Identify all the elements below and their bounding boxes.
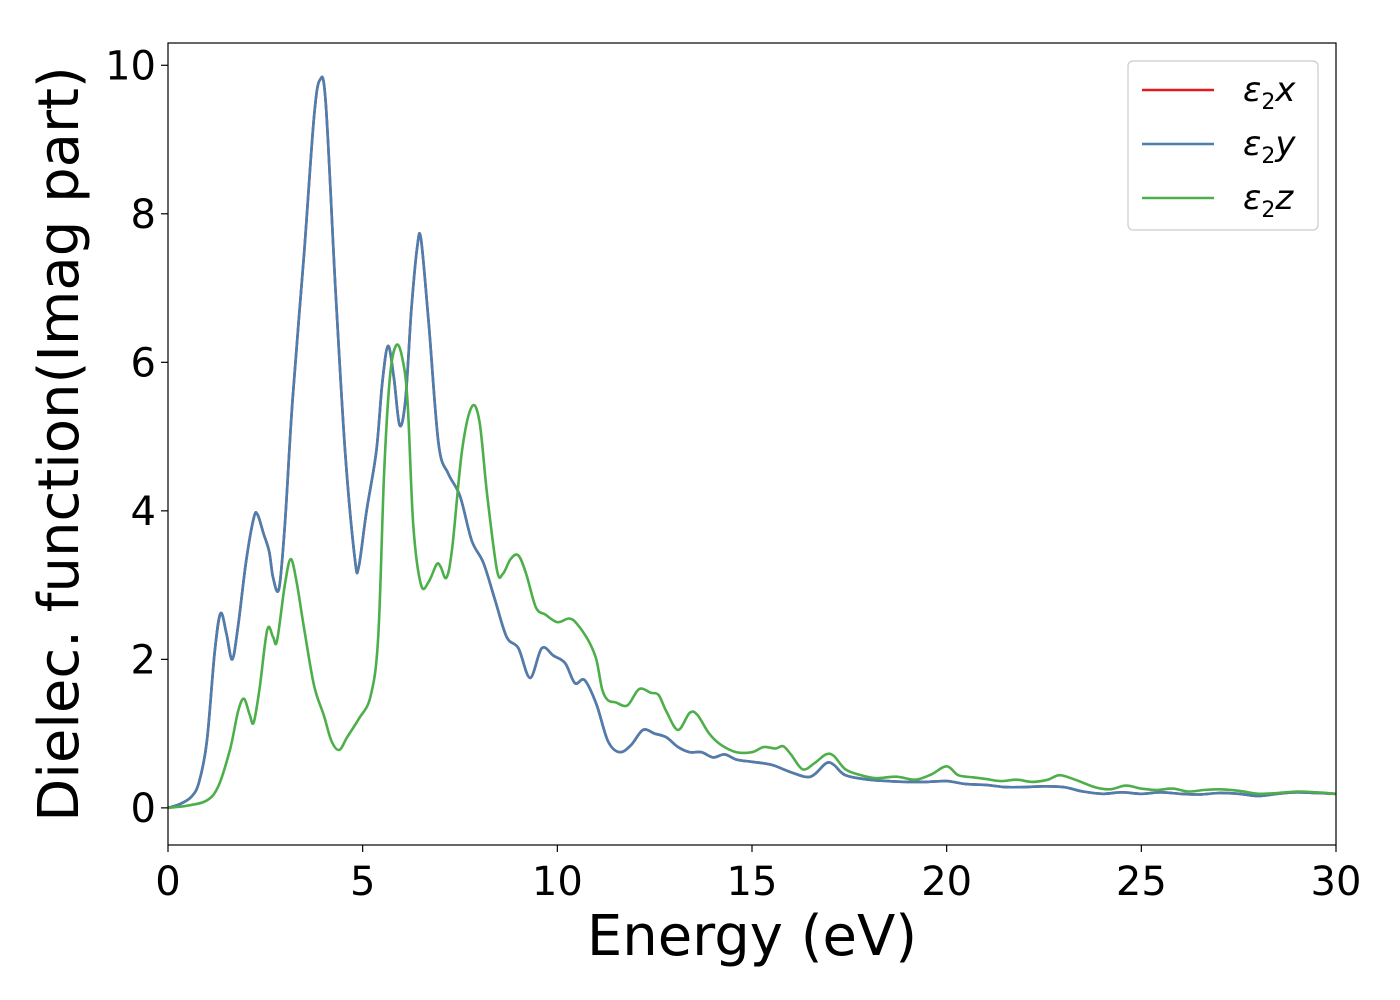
series-line-z [168, 343, 1336, 810]
y-axis: 0 2 4 6 8 10 [105, 43, 168, 832]
x-tick-label: 10 [532, 859, 583, 905]
x-axis-label: Energy (eV) [587, 904, 917, 969]
y-axis-label: Dielec. function(Imag part) [27, 66, 92, 822]
series-line-y [168, 75, 1336, 810]
y-tick-label: 4 [131, 489, 156, 535]
series-layer [168, 75, 1336, 810]
x-tick-label: 15 [727, 859, 778, 905]
legend-label-z: ε2z [1243, 178, 1294, 223]
legend-label-y: ε2y [1243, 124, 1296, 169]
y-tick-label: 6 [131, 340, 156, 386]
legend: ε2x ε2y ε2z [1127, 60, 1319, 231]
y-tick-label: 8 [131, 192, 156, 238]
x-tick-label: 5 [350, 859, 375, 905]
x-axis: 0 5 10 15 20 25 30 [155, 845, 1361, 905]
legend-box [1127, 60, 1319, 231]
x-tick-label: 30 [1311, 859, 1362, 905]
y-tick-label: 0 [131, 786, 156, 832]
legend-label-x: ε2x [1243, 70, 1296, 115]
x-tick-label: 20 [921, 859, 972, 905]
y-tick-label: 2 [131, 637, 156, 683]
y-tick-label: 10 [105, 43, 156, 89]
x-tick-label: 25 [1116, 859, 1167, 905]
x-tick-label: 0 [155, 859, 180, 905]
